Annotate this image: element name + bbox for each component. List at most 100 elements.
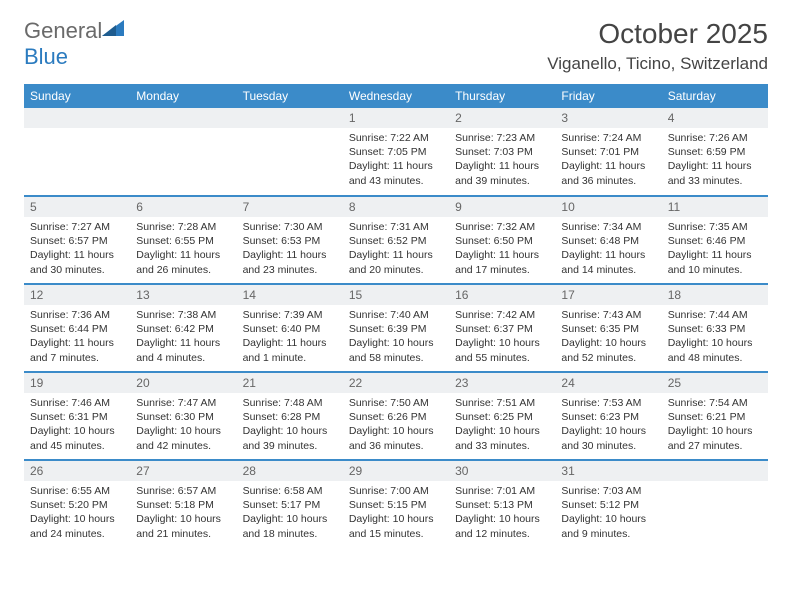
sunset-line: Sunset: 6:25 PM [455, 410, 549, 424]
calendar-cell: 2Sunrise: 7:23 AMSunset: 7:03 PMDaylight… [449, 108, 555, 196]
daylight-line: Daylight: 11 hours and 14 minutes. [561, 248, 655, 276]
daylight-line: Daylight: 10 hours and 21 minutes. [136, 512, 230, 540]
daylight-line: Daylight: 11 hours and 23 minutes. [243, 248, 337, 276]
title-block: October 2025 Viganello, Ticino, Switzerl… [547, 18, 768, 74]
daylight-line: Daylight: 10 hours and 45 minutes. [30, 424, 124, 452]
daylight-line: Daylight: 10 hours and 9 minutes. [561, 512, 655, 540]
calendar-cell: 28Sunrise: 6:58 AMSunset: 5:17 PMDayligh… [237, 460, 343, 548]
sunrise-line: Sunrise: 7:22 AM [349, 131, 443, 145]
calendar-cell: 25Sunrise: 7:54 AMSunset: 6:21 PMDayligh… [662, 372, 768, 460]
calendar-head: SundayMondayTuesdayWednesdayThursdayFrid… [24, 84, 768, 108]
calendar-cell: 7Sunrise: 7:30 AMSunset: 6:53 PMDaylight… [237, 196, 343, 284]
day-number: 6 [130, 197, 236, 217]
calendar-body: 1Sunrise: 7:22 AMSunset: 7:05 PMDaylight… [24, 108, 768, 548]
calendar-cell: 16 Sunrise: 7:42 AMSunset: 6:37 PMDayligh… [449, 284, 555, 372]
calendar-cell [662, 460, 768, 548]
sunrise-line: Sunrise: 7:54 AM [668, 396, 762, 410]
daylight-line: Daylight: 10 hours and 55 minutes. [455, 336, 549, 364]
sunrise-line: Sunrise: 6:55 AM [30, 484, 124, 498]
calendar-cell: 13Sunrise: 7:38 AMSunset: 6:42 PMDayligh… [130, 284, 236, 372]
daylight-line: Daylight: 10 hours and 33 minutes. [455, 424, 549, 452]
sunset-line: Sunset: 6:31 PM [30, 410, 124, 424]
daylight-line: Daylight: 10 hours and 48 minutes. [668, 336, 762, 364]
day-number: 15 [343, 285, 449, 305]
calendar-cell: 10Sunrise: 7:34 AMSunset: 6:48 PMDayligh… [555, 196, 661, 284]
day-header: Sunday [24, 84, 130, 108]
day-details: Sunrise: 7:03 AMSunset: 5:12 PMDaylight:… [555, 481, 661, 544]
day-number: 12 [24, 285, 130, 305]
day-number: 8 [343, 197, 449, 217]
calendar-cell: 14Sunrise: 7:39 AMSunset: 6:40 PMDayligh… [237, 284, 343, 372]
sunset-line: Sunset: 7:03 PM [455, 145, 549, 159]
day-header: Friday [555, 84, 661, 108]
daylight-line: Daylight: 10 hours and 42 minutes. [136, 424, 230, 452]
day-number: 3 [555, 108, 661, 128]
sunset-line: Sunset: 5:20 PM [30, 498, 124, 512]
day-number [24, 108, 130, 128]
sunrise-line: Sunrise: 7:48 AM [243, 396, 337, 410]
day-number: 9 [449, 197, 555, 217]
calendar-cell: 11Sunrise: 7:35 AMSunset: 6:46 PMDayligh… [662, 196, 768, 284]
calendar-week: 5Sunrise: 7:27 AMSunset: 6:57 PMDaylight… [24, 196, 768, 284]
day-details: Sunrise: 7:35 AMSunset: 6:46 PMDaylight:… [662, 217, 768, 280]
day-number: 29 [343, 461, 449, 481]
day-details: Sunrise: 7:24 AMSunset: 7:01 PMDaylight:… [555, 128, 661, 191]
calendar-cell: 8Sunrise: 7:31 AMSunset: 6:52 PMDaylight… [343, 196, 449, 284]
day-number: 31 [555, 461, 661, 481]
day-number: 16 [449, 285, 555, 305]
day-number: 21 [237, 373, 343, 393]
sunrise-line: Sunrise: 6:57 AM [136, 484, 230, 498]
daylight-line: Daylight: 11 hours and 33 minutes. [668, 159, 762, 187]
calendar-cell [237, 108, 343, 196]
sunset-line: Sunset: 6:21 PM [668, 410, 762, 424]
sunset-line: Sunset: 5:17 PM [243, 498, 337, 512]
day-details: Sunrise: 7:39 AMSunset: 6:40 PMDaylight:… [237, 305, 343, 368]
sunset-line: Sunset: 5:13 PM [455, 498, 549, 512]
sunrise-line: Sunrise: 7:28 AM [136, 220, 230, 234]
day-header: Wednesday [343, 84, 449, 108]
day-details: Sunrise: 7:44 AMSunset: 6:33 PMDaylight:… [662, 305, 768, 368]
day-details: Sunrise: 7:01 AMSunset: 5:13 PMDaylight:… [449, 481, 555, 544]
sunrise-line: Sunrise: 7:53 AM [561, 396, 655, 410]
sunset-line: Sunset: 6:50 PM [455, 234, 549, 248]
sunset-line: Sunset: 7:01 PM [561, 145, 655, 159]
day-details: Sunrise: 7:34 AMSunset: 6:48 PMDaylight:… [555, 217, 661, 280]
sunrise-line: Sunrise: 7:51 AM [455, 396, 549, 410]
sunset-line: Sunset: 6:39 PM [349, 322, 443, 336]
day-number: 1 [343, 108, 449, 128]
daylight-line: Daylight: 10 hours and 27 minutes. [668, 424, 762, 452]
sunrise-line: Sunrise: 7:47 AM [136, 396, 230, 410]
day-header: Saturday [662, 84, 768, 108]
sunrise-line: Sunrise: 7:38 AM [136, 308, 230, 322]
calendar-cell: 24Sunrise: 7:53 AMSunset: 6:23 PMDayligh… [555, 372, 661, 460]
logo-text-gray: General [24, 18, 102, 43]
day-details: Sunrise: 7:22 AMSunset: 7:05 PMDaylight:… [343, 128, 449, 191]
calendar-cell: 29Sunrise: 7:00 AMSunset: 5:15 PMDayligh… [343, 460, 449, 548]
day-number: 30 [449, 461, 555, 481]
calendar-cell: 22Sunrise: 7:50 AMSunset: 6:26 PMDayligh… [343, 372, 449, 460]
sunrise-line: Sunrise: 7:46 AM [30, 396, 124, 410]
day-details: Sunrise: 7:27 AMSunset: 6:57 PMDaylight:… [24, 217, 130, 280]
sunrise-line: Sunrise: 7:34 AM [561, 220, 655, 234]
daylight-line: Daylight: 11 hours and 7 minutes. [30, 336, 124, 364]
sunset-line: Sunset: 6:53 PM [243, 234, 337, 248]
sunrise-line: Sunrise: 7:39 AM [243, 308, 337, 322]
sunset-line: Sunset: 6:55 PM [136, 234, 230, 248]
day-number: 18 [662, 285, 768, 305]
day-number [130, 108, 236, 128]
day-number: 23 [449, 373, 555, 393]
sunset-line: Sunset: 6:30 PM [136, 410, 230, 424]
day-number: 28 [237, 461, 343, 481]
sunset-line: Sunset: 6:37 PM [455, 322, 549, 336]
sunrise-line: Sunrise: 7:42 AM [455, 308, 549, 322]
sunset-line: Sunset: 6:23 PM [561, 410, 655, 424]
day-number: 17 [555, 285, 661, 305]
sunrise-line: Sunrise: 7:50 AM [349, 396, 443, 410]
daylight-line: Daylight: 10 hours and 30 minutes. [561, 424, 655, 452]
sunrise-line: Sunrise: 6:58 AM [243, 484, 337, 498]
sunrise-line: Sunrise: 7:26 AM [668, 131, 762, 145]
day-details: Sunrise: 7:32 AMSunset: 6:50 PMDaylight:… [449, 217, 555, 280]
logo: General Blue [24, 18, 124, 70]
day-details: Sunrise: 7:48 AMSunset: 6:28 PMDaylight:… [237, 393, 343, 456]
sunset-line: Sunset: 6:42 PM [136, 322, 230, 336]
